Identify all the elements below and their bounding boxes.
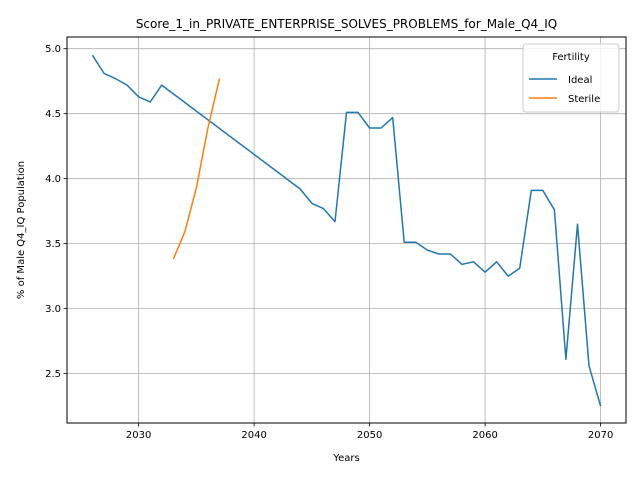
y-axis: 2.5 3.0 3.5 4.0 4.5 5.0 xyxy=(45,44,67,380)
y-tick-label: 4.5 xyxy=(45,109,61,120)
legend-title: Fertility xyxy=(552,52,590,63)
y-tick-label: 4.0 xyxy=(45,174,61,185)
plot-frame xyxy=(66,36,627,424)
series-layer xyxy=(91,54,602,407)
x-tick-label: 2070 xyxy=(588,430,613,441)
y-tick-label: 3.0 xyxy=(45,304,61,315)
legend-label-sterile: Sterile xyxy=(568,94,600,105)
x-axis: 2030 2040 2050 2060 2070 xyxy=(126,423,613,441)
x-tick-label: 2030 xyxy=(126,430,151,441)
y-axis-label: % of Male Q4_IQ Population xyxy=(16,161,27,299)
x-tick-label: 2050 xyxy=(357,430,382,441)
y-tick-label: 5.0 xyxy=(45,44,61,55)
y-tick-label: 2.5 xyxy=(45,369,61,380)
y-tick-label: 3.5 xyxy=(45,239,61,250)
legend-label-ideal: Ideal xyxy=(568,75,592,86)
x-tick-label: 2040 xyxy=(241,430,266,441)
series-line-sterile xyxy=(172,78,221,260)
x-tick-label: 2060 xyxy=(472,430,497,441)
chart-title: Score_1_in_PRIVATE_ENTERPRISE_SOLVES_PRO… xyxy=(136,17,557,31)
legend: Fertility Ideal Sterile xyxy=(522,43,620,113)
x-axis-label: Years xyxy=(332,453,359,464)
series-line-ideal xyxy=(91,54,602,407)
legend-box xyxy=(522,43,620,113)
